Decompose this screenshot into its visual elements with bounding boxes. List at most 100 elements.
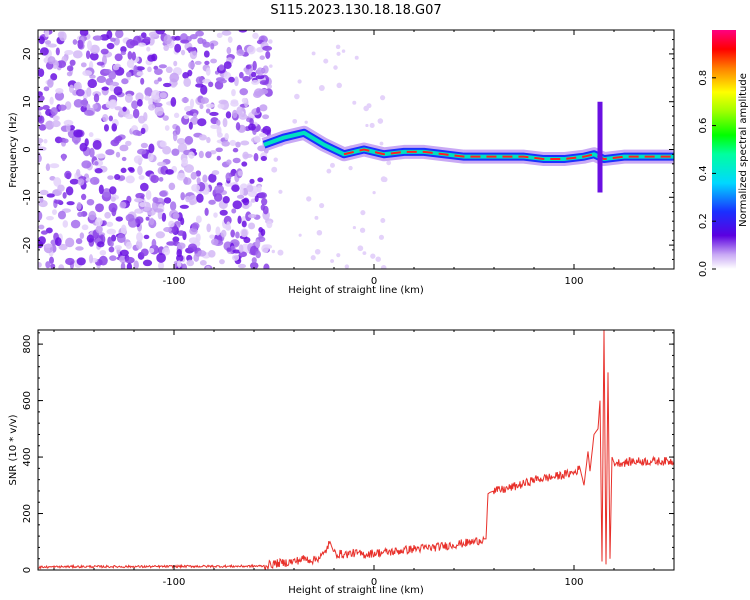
- noise-blob: [64, 49, 74, 55]
- snr-ytick-label: 600: [22, 391, 33, 410]
- noise-blob: [66, 71, 73, 77]
- noise-blob: [97, 241, 105, 248]
- noise-dot: [377, 118, 384, 124]
- noise-blob: [175, 125, 181, 135]
- noise-blob: [260, 204, 266, 211]
- noise-blob: [248, 222, 256, 230]
- noise-blob: [246, 184, 254, 193]
- snr-ytick-label: 200: [22, 504, 33, 523]
- noise-blob: [38, 110, 42, 117]
- noise-blob: [249, 118, 254, 126]
- noise-blob: [263, 263, 270, 269]
- noise-dot: [365, 123, 369, 128]
- noise-blob: [77, 178, 85, 186]
- noise-blob: [133, 64, 138, 75]
- noise-blob: [77, 39, 84, 49]
- noise-blob: [231, 184, 240, 192]
- noise-blob: [210, 42, 215, 50]
- noise-blob: [102, 113, 109, 122]
- noise-blob: [168, 220, 175, 228]
- noise-blob: [172, 131, 178, 142]
- noise-blob: [208, 249, 216, 258]
- noise-blob: [190, 116, 199, 125]
- noise-blob: [115, 216, 124, 222]
- noise-blob: [136, 71, 144, 77]
- noise-blob: [140, 127, 146, 135]
- noise-blob: [110, 196, 116, 202]
- noise-blob: [87, 78, 98, 89]
- noise-blob: [100, 48, 109, 55]
- noise-blob: [55, 47, 60, 56]
- noise-blob: [188, 61, 196, 69]
- noise-dot: [268, 39, 273, 44]
- noise-dot: [304, 120, 308, 124]
- noise-blob: [124, 256, 135, 264]
- noise-blob: [216, 155, 221, 161]
- noise-blob: [198, 134, 207, 141]
- noise-blob: [136, 232, 143, 242]
- noise-blob: [181, 157, 189, 167]
- noise-blob: [257, 177, 264, 183]
- noise-blob: [186, 47, 197, 52]
- noise-blob: [213, 192, 223, 202]
- noise-blob: [136, 98, 143, 107]
- noise-blob: [69, 59, 76, 66]
- noise-dot: [292, 118, 298, 124]
- snr-xlabel: Height of straight line (km): [288, 585, 424, 596]
- noise-blob: [58, 104, 67, 111]
- colorbar-tick-label: 0.6: [698, 118, 709, 134]
- noise-blob: [66, 65, 74, 72]
- snr-plot-area: [38, 330, 674, 570]
- noise-blob: [119, 201, 127, 209]
- noise-blob: [146, 46, 151, 52]
- noise-blob: [189, 98, 195, 109]
- noise-blob: [250, 198, 256, 203]
- noise-blob: [38, 152, 42, 163]
- snr-series-line: [38, 330, 674, 570]
- noise-blob: [215, 226, 221, 236]
- noise-blob: [120, 51, 126, 56]
- noise-dot: [352, 225, 356, 230]
- noise-blob: [226, 221, 231, 230]
- noise-blob: [101, 220, 107, 226]
- noise-blob: [75, 88, 85, 97]
- noise-blob: [230, 229, 235, 238]
- noise-blob: [66, 201, 75, 206]
- noise-blob: [205, 103, 215, 108]
- snr-xtick-label: 100: [564, 577, 583, 588]
- noise-blob: [191, 222, 200, 230]
- noise-blob: [243, 237, 251, 244]
- noise-blob: [125, 241, 132, 250]
- noise-blob: [172, 212, 180, 220]
- noise-blob: [38, 68, 45, 77]
- noise-blob: [195, 170, 202, 177]
- noise-blob: [241, 229, 248, 238]
- noise-blob: [68, 84, 74, 94]
- noise-blob: [54, 91, 65, 101]
- noise-blob: [176, 260, 182, 268]
- noise-blob: [236, 194, 245, 199]
- noise-blob: [248, 123, 256, 131]
- noise-blob: [63, 119, 74, 127]
- noise-blob: [108, 202, 118, 213]
- noise-blob: [142, 259, 153, 267]
- snr-ylabel: SNR (10 * v/v): [8, 414, 19, 485]
- noise-blob: [203, 50, 210, 58]
- noise-blob: [170, 97, 177, 107]
- noise-blob: [238, 30, 248, 33]
- noise-blob: [52, 115, 60, 121]
- noise-blob: [210, 124, 220, 129]
- noise-blob: [249, 178, 255, 184]
- noise-dot: [344, 264, 350, 269]
- noise-blob: [64, 170, 72, 179]
- noise-dot: [326, 168, 332, 174]
- noise-blob: [159, 92, 167, 99]
- noise-blob: [225, 172, 232, 181]
- noise-blob: [209, 111, 219, 117]
- noise-blob: [43, 243, 53, 248]
- noise-blob: [216, 119, 221, 127]
- noise-blob: [200, 97, 209, 104]
- noise-blob: [261, 198, 268, 206]
- noise-blob: [132, 108, 140, 119]
